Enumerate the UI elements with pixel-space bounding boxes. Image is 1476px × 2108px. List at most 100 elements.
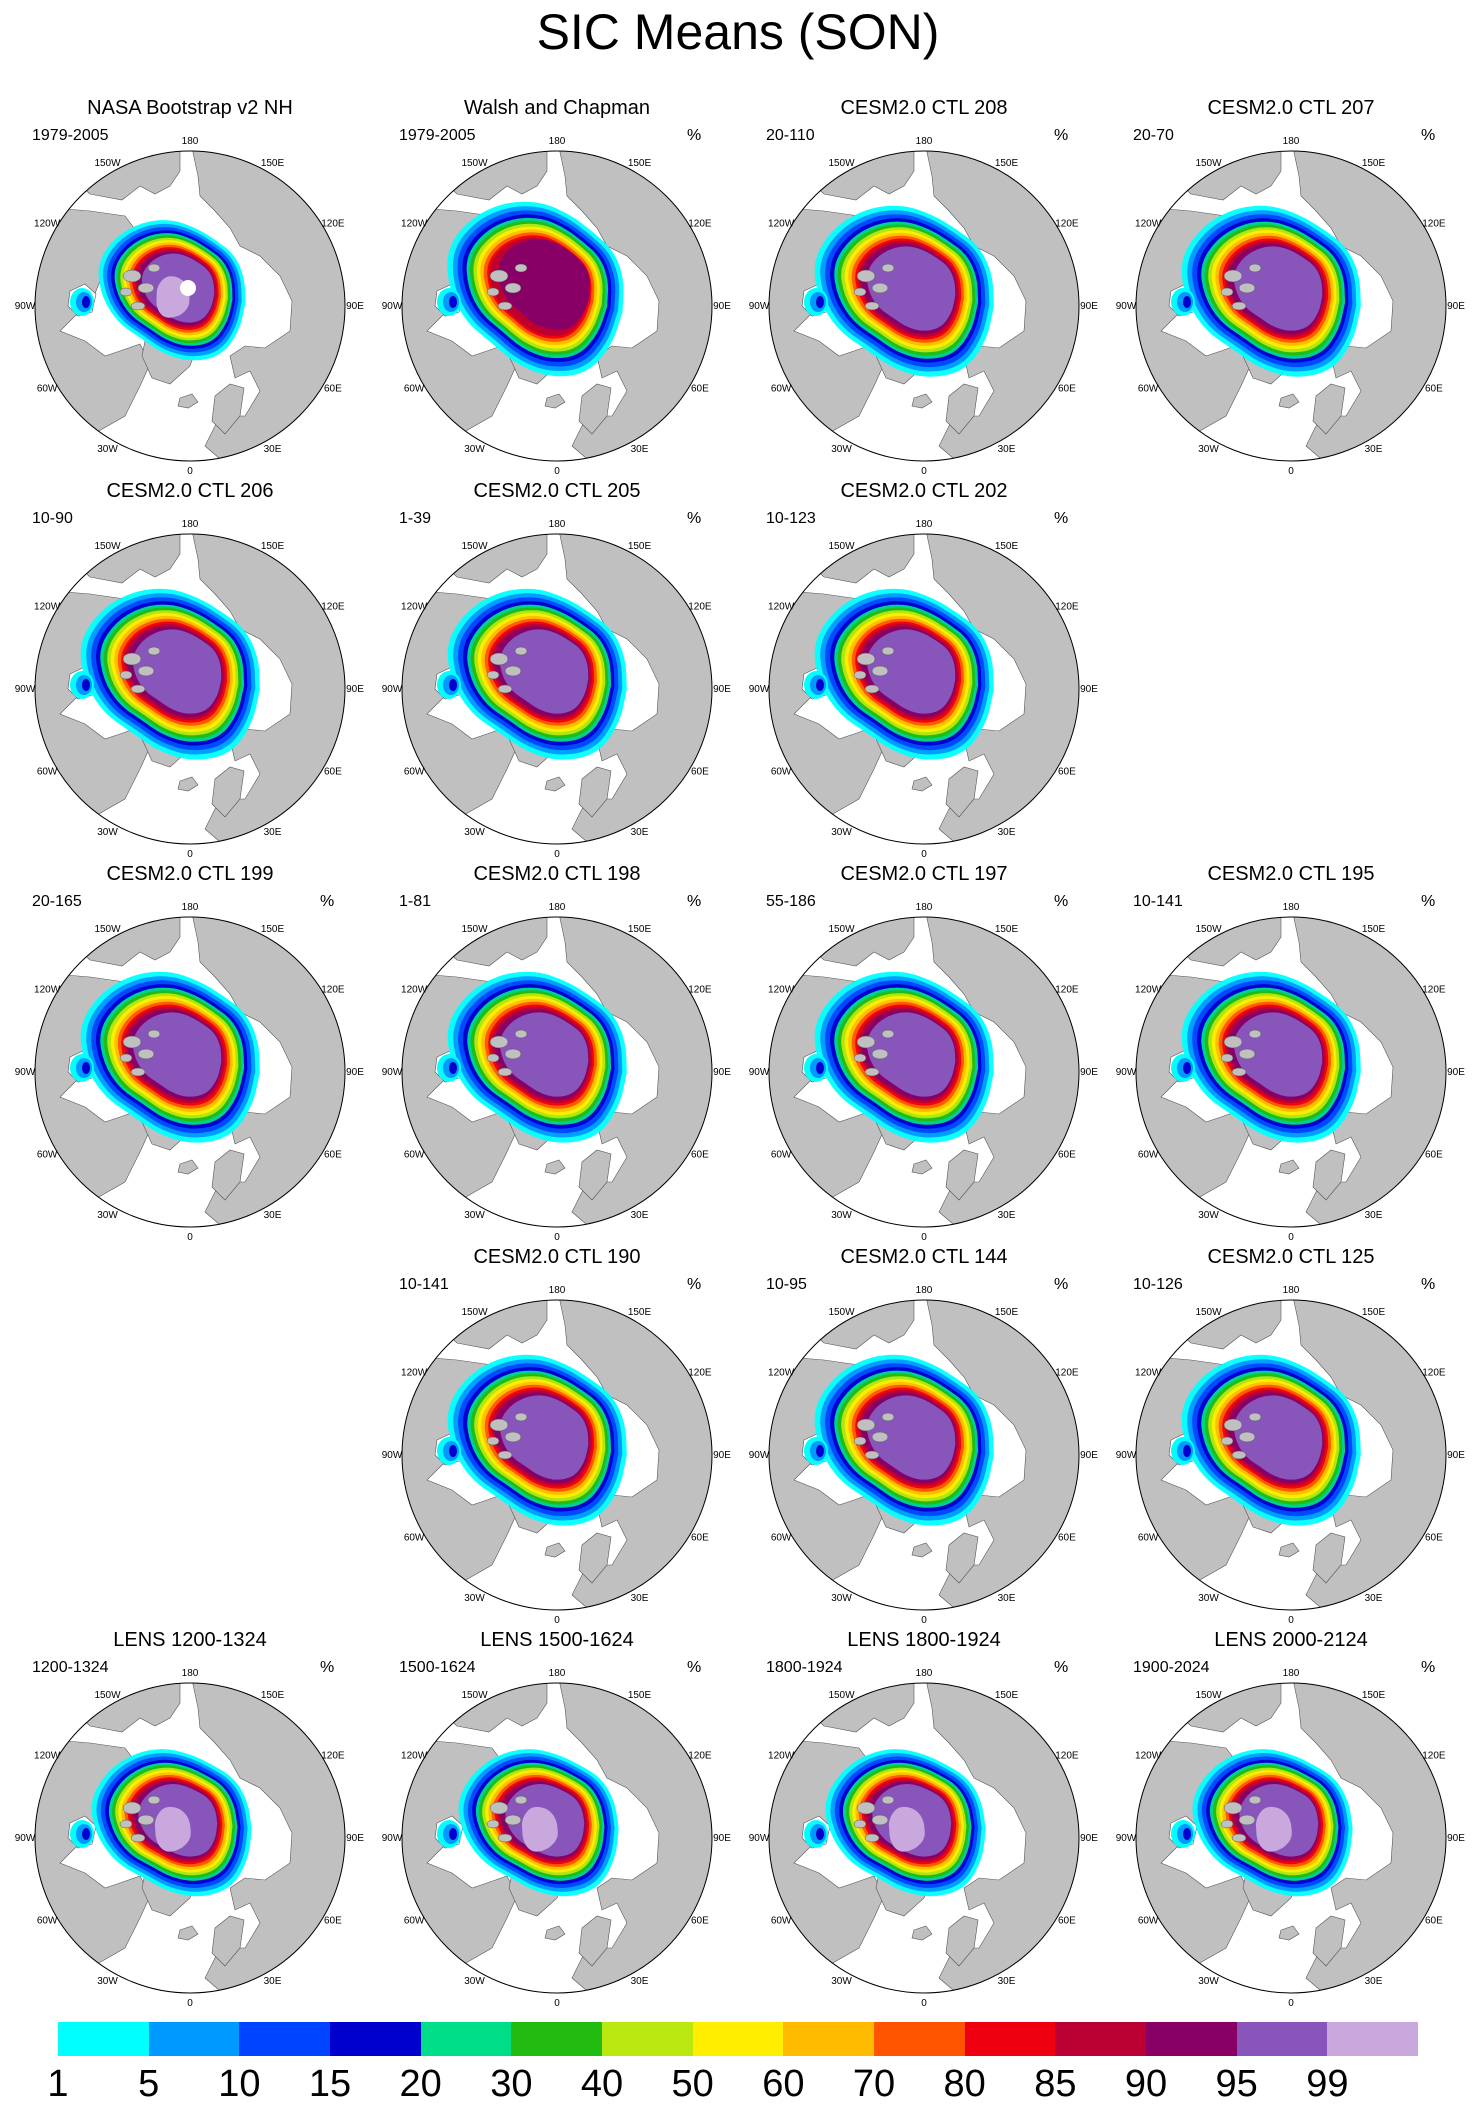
panel-title: CESM2.0 CTL 190 — [473, 1246, 641, 1268]
longitude-label: 120W — [34, 219, 61, 230]
panel-year-range: 10-126 — [1133, 1276, 1183, 1293]
scandinavia-land — [945, 383, 979, 435]
colorbar-segment — [511, 2022, 603, 2056]
longitude-label: 150E — [1362, 1690, 1386, 1701]
archipelago-island-5 — [130, 684, 146, 694]
iceland-land — [544, 1925, 566, 1941]
hudson-ice-inner — [82, 1828, 90, 1840]
longitude-label: 150W — [1195, 158, 1222, 169]
longitude-label: 120E — [1422, 219, 1446, 230]
map-body — [402, 1300, 712, 1610]
longitude-label: 150W — [461, 1307, 488, 1318]
longitude-label: 120E — [1422, 1751, 1446, 1762]
arctic-archipelago — [1220, 1412, 1262, 1460]
panel-year-range: 20-165 — [32, 893, 82, 910]
map-body — [35, 151, 345, 461]
longitude-label: 90W — [15, 1833, 36, 1844]
arctic-archipelago — [486, 1795, 528, 1843]
map-border — [34, 1682, 346, 1994]
longitude-label: 120W — [768, 1368, 795, 1379]
longitude-label: 60E — [1425, 1150, 1443, 1161]
map-border — [1135, 916, 1447, 1228]
map-border — [768, 1299, 1080, 1611]
iceland-land — [544, 776, 566, 792]
longitude-label: 150W — [1195, 1690, 1222, 1701]
longitude-label: 30W — [464, 1210, 485, 1221]
longitude-label: 30E — [264, 444, 282, 455]
longitude-label: 120E — [1422, 1368, 1446, 1379]
colorbar-label: 60 — [762, 2063, 805, 2105]
archipelago-island-4 — [881, 1029, 895, 1039]
longitude-label: 60W — [1138, 1916, 1159, 1927]
longitude-label: 180 — [549, 519, 566, 530]
longitude-label: 120W — [1135, 1751, 1162, 1762]
sea-ice — [1181, 1354, 1361, 1526]
arctic-archipelago — [1220, 1029, 1262, 1077]
arctic-archipelago — [486, 646, 528, 694]
longitude-label: 60E — [1058, 384, 1076, 395]
iceland-land — [544, 1159, 566, 1175]
colorbar-segment — [783, 2022, 875, 2056]
iceland-land — [177, 776, 199, 792]
colorbar-label: 20 — [399, 2063, 442, 2105]
iceland-land — [1278, 1159, 1300, 1175]
hudson-ice — [804, 1437, 828, 1465]
longitude-label: 30W — [831, 444, 852, 455]
longitude-label: 90E — [1447, 301, 1465, 312]
hudson-ice — [1171, 1437, 1195, 1465]
panel-unit: % — [687, 1659, 702, 1676]
hudson-ice-inner — [449, 296, 457, 308]
longitude-label: 90W — [382, 1833, 403, 1844]
panel-year-range: 10-141 — [399, 1276, 449, 1293]
archipelago-island-4 — [147, 1795, 161, 1805]
longitude-label: 150E — [628, 924, 652, 935]
archipelago-island-3 — [486, 670, 500, 680]
archipelago-island-5 — [864, 1067, 880, 1077]
sea-ice — [80, 971, 260, 1143]
archipelago-island-2 — [871, 1814, 889, 1826]
longitude-label: 150E — [261, 924, 285, 935]
longitude-label: 0 — [554, 466, 560, 477]
iceland-land — [911, 393, 933, 409]
scandinavia-land — [945, 766, 979, 818]
longitude-label: 120E — [1422, 985, 1446, 996]
iceland-land — [177, 393, 199, 409]
colorbar-segment — [330, 2022, 422, 2056]
longitude-label: 90W — [1116, 1833, 1137, 1844]
map-border — [1135, 150, 1447, 462]
archipelago-island-3 — [853, 287, 867, 297]
map-body — [35, 917, 345, 1227]
longitude-label: 150W — [1195, 924, 1222, 935]
hudson-ice-inner — [816, 1445, 824, 1457]
panel-year-range: 10-95 — [766, 1276, 807, 1293]
sea-ice — [80, 588, 260, 760]
archipelago-island-2 — [137, 282, 155, 294]
archipelago-island-2 — [871, 665, 889, 677]
longitude-label: 60E — [324, 767, 342, 778]
scandinavia-land — [211, 383, 245, 435]
map-border — [768, 1682, 1080, 1994]
polar-map: 180 150E 120E 90E 60E 30E 0 30W 60W 90W 120W 150W — [382, 1668, 732, 2009]
longitude-label: 30W — [464, 1976, 485, 1987]
longitude-label: 60W — [404, 384, 425, 395]
archipelago-island-3 — [486, 1819, 500, 1829]
longitude-label: 60W — [1138, 1533, 1159, 1544]
colorbar-label: 1 — [47, 2063, 69, 2105]
longitude-label: 180 — [549, 136, 566, 147]
colorbar-segment — [1055, 2022, 1147, 2056]
map-panel: CESM2.0 CTL 195 10-141% 180 150E 120E 90E 60E 3… — [1116, 862, 1466, 1243]
longitude-label: 90W — [15, 301, 36, 312]
map-panel: CESM2.0 CTL 199 20-165% 180 150E 120E 90E 60E 3… — [15, 862, 365, 1243]
arctic-archipelago — [486, 1029, 528, 1077]
page-title: SIC Means (SON) — [536, 4, 940, 60]
panel-year-range: 55-186 — [766, 893, 816, 910]
longitude-label: 150W — [828, 541, 855, 552]
archipelago-island-1 — [489, 269, 509, 283]
map-body — [402, 534, 712, 844]
longitude-label: 120E — [688, 985, 712, 996]
archipelago-island-2 — [1238, 1048, 1256, 1060]
longitude-label: 150E — [628, 1307, 652, 1318]
longitude-label: 0 — [1288, 466, 1294, 477]
panel-title: CESM2.0 CTL 125 — [1207, 1246, 1375, 1268]
archipelago-island-4 — [1248, 1029, 1262, 1039]
